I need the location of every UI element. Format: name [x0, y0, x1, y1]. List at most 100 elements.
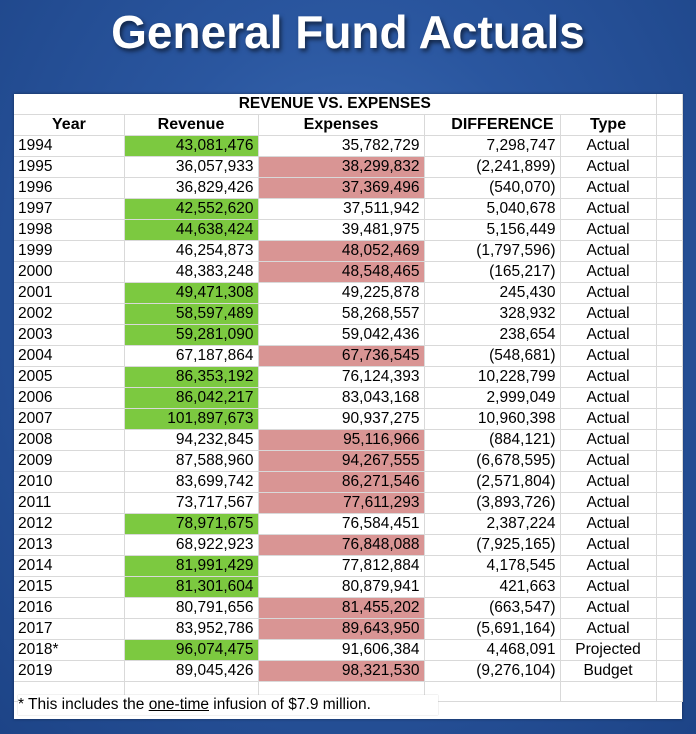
table-row: 2003 59,281,090 59,042,436 238,654 Actual — [14, 324, 683, 346]
difference-cell: (1,797,596) — [424, 240, 561, 262]
revenue-cell: 81,991,429 — [124, 555, 259, 577]
table-row: 2008 94,232,845 95,116,966 (884,121) Actual — [14, 429, 683, 451]
expenses-cell: 89,643,950 — [258, 618, 425, 640]
revenue-cell: 43,081,476 — [124, 135, 259, 157]
year-cell: 2003 — [14, 324, 125, 346]
empty-cell — [656, 492, 683, 514]
table-row: 2018* 96,074,475 91,606,384 4,468,091 Projec… — [14, 639, 683, 661]
revenue-cell: 96,074,475 — [124, 639, 259, 661]
revenue-cell: 49,471,308 — [124, 282, 259, 304]
empty-cell — [656, 513, 683, 535]
revenue-cell: 68,922,923 — [124, 534, 259, 556]
table-row: 2007 101,897,673 90,937,275 10,960,398 Actua… — [14, 408, 683, 430]
difference-cell: (663,547) — [424, 597, 561, 619]
year-cell: 2018* — [14, 639, 125, 661]
difference-cell: 328,932 — [424, 303, 561, 325]
table-row: 2017 83,952,786 89,643,950 (5,691,164) Actua… — [14, 618, 683, 640]
empty-cell — [656, 450, 683, 472]
expenses-cell: 37,511,942 — [258, 198, 425, 220]
year-cell: 1997 — [14, 198, 125, 220]
table-row: 2012 78,971,675 76,584,451 2,387,224 Actual — [14, 513, 683, 535]
empty-cell — [656, 576, 683, 598]
type-cell: Actual — [560, 429, 657, 451]
revenue-cell: 44,638,424 — [124, 219, 259, 241]
type-cell: Actual — [560, 555, 657, 577]
type-cell: Actual — [560, 156, 657, 178]
type-cell: Actual — [560, 261, 657, 283]
table-row: 2009 87,588,960 94,267,555 (6,678,595) Actua… — [14, 450, 683, 472]
empty-cell — [424, 681, 561, 703]
difference-cell: (2,571,804) — [424, 471, 561, 493]
difference-cell: (6,678,595) — [424, 450, 561, 472]
empty-cell — [656, 429, 683, 451]
header-difference: DIFFERENCE — [424, 114, 561, 136]
revenue-cell: 59,281,090 — [124, 324, 259, 346]
difference-cell: 238,654 — [424, 324, 561, 346]
difference-cell: (2,241,899) — [424, 156, 561, 178]
expenses-cell: 58,268,557 — [258, 303, 425, 325]
difference-cell: (9,276,104) — [424, 660, 561, 682]
type-cell: Actual — [560, 618, 657, 640]
difference-cell: 4,178,545 — [424, 555, 561, 577]
empty-cell — [656, 387, 683, 409]
type-cell: Actual — [560, 240, 657, 262]
difference-cell: 5,156,449 — [424, 219, 561, 241]
difference-cell: (540,070) — [424, 177, 561, 199]
difference-cell: 7,298,747 — [424, 135, 561, 157]
empty-cell — [656, 324, 683, 346]
expenses-cell: 95,116,966 — [258, 429, 425, 451]
type-cell: Actual — [560, 282, 657, 304]
table-row: 2005 86,353,192 76,124,393 10,228,799 Actual — [14, 366, 683, 388]
revenue-cell: 86,042,217 — [124, 387, 259, 409]
revenue-cell: 36,829,426 — [124, 177, 259, 199]
type-cell: Actual — [560, 324, 657, 346]
revenue-cell: 89,045,426 — [124, 660, 259, 682]
expenses-cell: 83,043,168 — [258, 387, 425, 409]
type-cell: Actual — [560, 387, 657, 409]
revenue-cell: 58,597,489 — [124, 303, 259, 325]
difference-cell: 2,999,049 — [424, 387, 561, 409]
type-cell: Actual — [560, 408, 657, 430]
type-cell: Actual — [560, 366, 657, 388]
type-cell: Actual — [560, 492, 657, 514]
year-cell: 2005 — [14, 366, 125, 388]
type-cell: Budget — [560, 660, 657, 682]
empty-cell — [656, 135, 683, 157]
empty-cell — [656, 219, 683, 241]
table-row: 1995 36,057,933 38,299,832 (2,241,899) Actua… — [14, 156, 683, 178]
empty-cell — [656, 408, 683, 430]
difference-cell: 10,228,799 — [424, 366, 561, 388]
empty-cell — [656, 198, 683, 220]
footnote-prefix: * This includes the — [18, 696, 149, 713]
year-cell: 1999 — [14, 240, 125, 262]
expenses-cell: 38,299,832 — [258, 156, 425, 178]
type-cell: Actual — [560, 198, 657, 220]
expenses-cell: 67,736,545 — [258, 345, 425, 367]
table-row: 1998 44,638,424 39,481,975 5,156,449 Actual — [14, 219, 683, 241]
table-row: 2000 48,383,248 48,548,465 (165,217) Actual — [14, 261, 683, 283]
header-type: Type — [560, 114, 657, 136]
year-cell: 2019 — [14, 660, 125, 682]
difference-cell: 5,040,678 — [424, 198, 561, 220]
expenses-cell: 76,584,451 — [258, 513, 425, 535]
empty-cell — [656, 555, 683, 577]
table-row: 1996 36,829,426 37,369,496 (540,070) Actual — [14, 177, 683, 199]
type-cell: Actual — [560, 471, 657, 493]
table-caption: REVENUE VS. EXPENSES — [14, 94, 657, 115]
type-cell: Actual — [560, 345, 657, 367]
difference-cell: (548,681) — [424, 345, 561, 367]
year-cell: 2007 — [14, 408, 125, 430]
empty-cell — [656, 534, 683, 556]
table-row: 2015 81,301,604 80,879,941 421,663 Actual — [14, 576, 683, 598]
expenses-cell: 86,271,546 — [258, 471, 425, 493]
revenue-cell: 36,057,933 — [124, 156, 259, 178]
year-cell: 2016 — [14, 597, 125, 619]
type-cell: Actual — [560, 303, 657, 325]
revenue-cell: 48,383,248 — [124, 261, 259, 283]
year-cell: 1996 — [14, 177, 125, 199]
spreadsheet-table: REVENUE VS. EXPENSES Year Revenue Expens… — [14, 94, 683, 719]
year-cell: 2006 — [14, 387, 125, 409]
expenses-cell: 77,611,293 — [258, 492, 425, 514]
expenses-cell: 39,481,975 — [258, 219, 425, 241]
table-row: 2016 80,791,656 81,455,202 (663,547) Actual — [14, 597, 683, 619]
